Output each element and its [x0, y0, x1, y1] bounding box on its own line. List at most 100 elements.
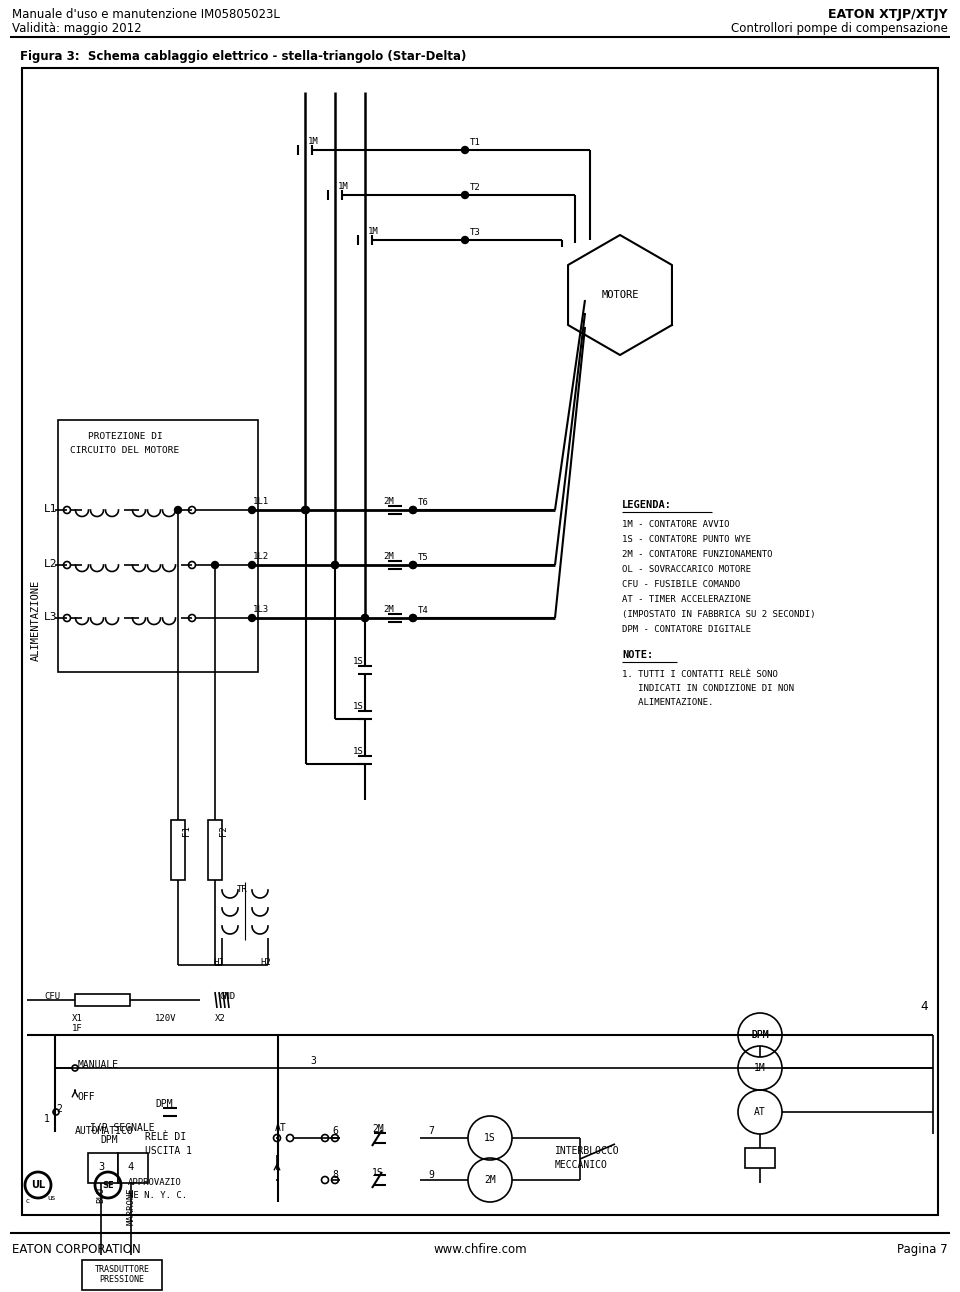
Text: AUTOMATICO: AUTOMATICO	[75, 1127, 133, 1136]
Text: LEGENDA:: LEGENDA:	[622, 500, 672, 510]
Bar	[22, 68, 938, 1214]
Text: 1F: 1F	[72, 1025, 83, 1034]
Text: NE N. Y. C.: NE N. Y. C.	[128, 1191, 187, 1200]
Text: T2: T2	[470, 183, 481, 193]
Bar	[745, 1149, 775, 1168]
Text: 1S - CONTATORE PUNTO WYE: 1S - CONTATORE PUNTO WYE	[622, 535, 751, 544]
Text: 8: 8	[332, 1171, 338, 1180]
Text: ALIMENTAZIONE: ALIMENTAZIONE	[31, 579, 41, 660]
Circle shape	[362, 615, 369, 621]
Text: Manuale d'uso e manutenzione IM05805023L: Manuale d'uso e manutenzione IM05805023L	[12, 8, 280, 21]
Text: T1: T1	[470, 138, 481, 147]
Bar	[82, 1260, 162, 1289]
Text: H2: H2	[260, 957, 271, 966]
Text: F1: F1	[182, 826, 191, 836]
Text: RELÈ DI: RELÈ DI	[145, 1132, 186, 1142]
Text: 2M: 2M	[383, 497, 394, 506]
Bar	[171, 820, 185, 880]
Text: X2: X2	[215, 1014, 226, 1023]
Circle shape	[410, 506, 417, 513]
Text: INDICATI IN CONDIZIONE DI NON: INDICATI IN CONDIZIONE DI NON	[622, 683, 794, 693]
Circle shape	[462, 191, 468, 199]
Circle shape	[410, 506, 417, 513]
Text: 2M: 2M	[484, 1174, 496, 1185]
Text: T3: T3	[470, 227, 481, 236]
Text: 1M: 1M	[338, 182, 348, 191]
Text: UL: UL	[31, 1180, 45, 1190]
Text: SE: SE	[102, 1181, 114, 1190]
Text: DPM: DPM	[100, 1134, 118, 1145]
Text: Controllori pompe di compensazione: Controllori pompe di compensazione	[732, 22, 948, 35]
Text: NOTE:: NOTE:	[622, 650, 653, 660]
Circle shape	[249, 562, 255, 568]
Bar	[75, 994, 130, 1006]
Text: 1M - CONTATORE AVVIO: 1M - CONTATORE AVVIO	[622, 519, 730, 528]
Circle shape	[302, 506, 309, 513]
Circle shape	[462, 146, 468, 154]
Bar	[88, 1152, 118, 1183]
Text: DPM: DPM	[751, 1030, 769, 1040]
Text: EATON CORPORATION: EATON CORPORATION	[12, 1243, 141, 1256]
Text: 1S: 1S	[353, 747, 364, 756]
Text: 1S: 1S	[353, 702, 364, 711]
Text: 2: 2	[56, 1103, 61, 1114]
Text: 6: 6	[332, 1127, 338, 1136]
Circle shape	[410, 615, 417, 621]
Text: L3: L3	[44, 612, 58, 621]
Circle shape	[249, 615, 255, 621]
Text: PROTEZIONE DI: PROTEZIONE DI	[88, 432, 163, 441]
Text: T4: T4	[418, 606, 429, 615]
Text: T5: T5	[418, 553, 429, 562]
Text: (IMPOSTATO IN FABBRICA SU 2 SECONDI): (IMPOSTATO IN FABBRICA SU 2 SECONDI)	[622, 610, 815, 619]
Text: 1M: 1M	[755, 1063, 766, 1072]
Text: OFF: OFF	[78, 1092, 96, 1102]
Bar	[208, 820, 222, 880]
Text: 3: 3	[98, 1162, 104, 1172]
Text: MARRONE: MARRONE	[127, 1187, 135, 1225]
Text: L2: L2	[44, 559, 58, 568]
Text: CIRCUITO DEL MOTORE: CIRCUITO DEL MOTORE	[70, 446, 180, 455]
Text: 1L2: 1L2	[253, 552, 269, 561]
Text: 7: 7	[428, 1127, 434, 1136]
Text: us: us	[47, 1195, 55, 1202]
Text: EATON XTJP/XTJY: EATON XTJP/XTJY	[828, 8, 948, 21]
Text: ALIMENTAZIONE.: ALIMENTAZIONE.	[622, 698, 713, 707]
Text: I/P SEGNALE: I/P SEGNALE	[90, 1123, 155, 1133]
Circle shape	[249, 506, 255, 513]
Text: DPM - CONTATORE DIGITALE: DPM - CONTATORE DIGITALE	[622, 625, 751, 634]
Circle shape	[211, 562, 219, 568]
Text: 1L1: 1L1	[253, 497, 269, 506]
Text: AT - TIMER ACCELERAZIONE: AT - TIMER ACCELERAZIONE	[622, 596, 751, 603]
Text: Pagina 7: Pagina 7	[898, 1243, 948, 1256]
Text: AT: AT	[755, 1107, 766, 1118]
Bar	[58, 420, 258, 672]
Text: PRESSIONE: PRESSIONE	[100, 1275, 145, 1284]
Text: Figura 3:  Schema cablaggio elettrico - stella-triangolo (Star-Delta): Figura 3: Schema cablaggio elettrico - s…	[20, 50, 467, 63]
Text: www.chfire.com: www.chfire.com	[433, 1243, 527, 1256]
Circle shape	[301, 506, 308, 513]
Text: F2: F2	[219, 826, 228, 836]
Text: X1: X1	[72, 1014, 83, 1023]
Text: OL - SOVRACCARICO MOTORE: OL - SOVRACCARICO MOTORE	[622, 565, 751, 574]
Text: 1S: 1S	[353, 658, 364, 665]
Text: CFU: CFU	[44, 992, 60, 1001]
Text: AT: AT	[275, 1123, 287, 1133]
Text: 1. TUTTI I CONTATTI RELÈ SONO: 1. TUTTI I CONTATTI RELÈ SONO	[622, 671, 778, 680]
Text: MANUALE: MANUALE	[78, 1059, 119, 1070]
Circle shape	[175, 506, 181, 513]
Circle shape	[362, 615, 369, 621]
Text: 4: 4	[128, 1162, 134, 1172]
Text: TR: TR	[237, 885, 248, 894]
Text: APPROVAZIO: APPROVAZIO	[128, 1178, 181, 1187]
Text: Validità: maggio 2012: Validità: maggio 2012	[12, 22, 142, 35]
Text: USCITA 1: USCITA 1	[145, 1146, 192, 1156]
Text: BLU: BLU	[97, 1187, 106, 1203]
Bar	[118, 1152, 148, 1183]
Circle shape	[331, 562, 339, 568]
Text: 1S: 1S	[484, 1133, 496, 1143]
Circle shape	[410, 562, 417, 568]
Text: DPM: DPM	[155, 1099, 173, 1109]
Text: H1: H1	[213, 957, 224, 966]
Text: CFU - FUSIBILE COMANDO: CFU - FUSIBILE COMANDO	[622, 580, 740, 589]
Circle shape	[410, 615, 417, 621]
